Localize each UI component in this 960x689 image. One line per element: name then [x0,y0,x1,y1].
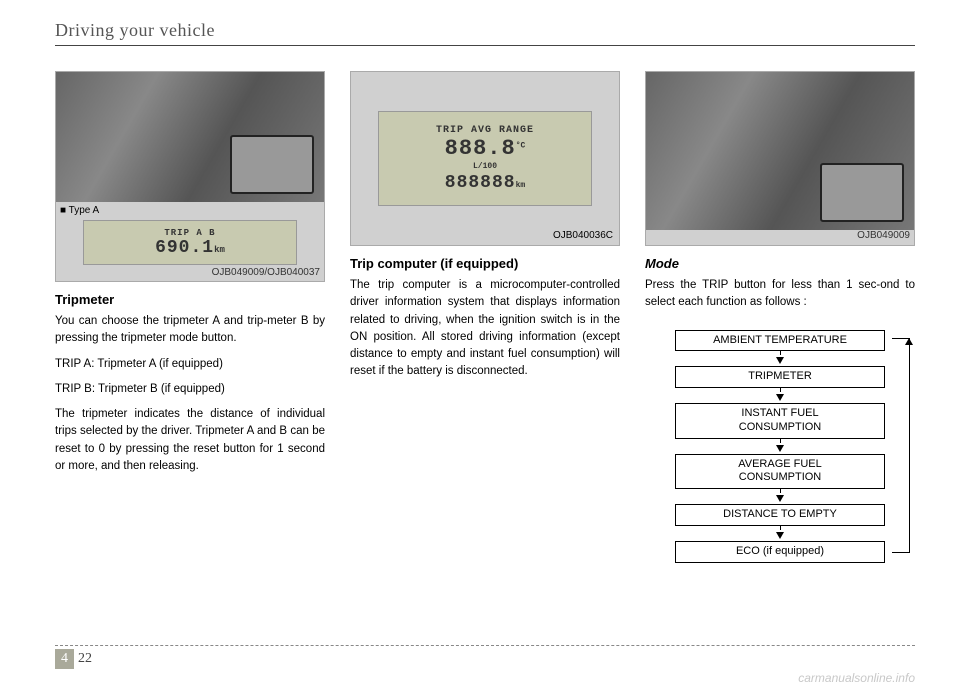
content-columns: ■ Type A TRIP A B 690.1km OJB049009/OJB0… [55,71,915,563]
lcd-row3-value: 888888 [445,173,516,193]
trip-a-label: TRIP A: [55,358,94,370]
lcd-display: TRIP AVG RANGE 888.8°C L/100 888888km [378,111,592,206]
column-3: OJB049009 Mode Press the TRIP button for… [645,71,915,563]
column-1: ■ Type A TRIP A B 690.1km OJB049009/OJB0… [55,71,325,563]
figure-code: OJB040036C [553,230,613,241]
arrow-up-icon [905,338,913,345]
heading-mode: Mode [645,256,915,271]
arrow-down-icon [776,445,784,452]
paragraph: You can choose the tripmeter A and trip-… [55,313,325,348]
arrow-down-icon [776,532,784,539]
figure-type-label: ■ Type A [56,202,324,216]
figure-tripmeter: ■ Type A TRIP A B 690.1km OJB049009/OJB0… [55,71,325,282]
page-title: Driving your vehicle [55,20,915,46]
trip-b-text: Tripmeter B (if equipped) [95,383,225,395]
paragraph: Press the TRIP button for less than 1 se… [645,277,915,312]
flow-box: ECO (if equipped) [675,541,886,563]
figure-photo [646,72,914,230]
paragraph: The tripmeter indicates the distance of … [55,406,325,475]
heading-tripmeter: Tripmeter [55,292,325,307]
page-footer: 4 22 [55,645,915,669]
figure-code: OJB049009/OJB040037 [56,267,324,281]
lcd-row3: 888888km [445,173,525,193]
column-2: TRIP AVG RANGE 888.8°C L/100 888888km OJ… [350,71,620,563]
flow-return-path [898,338,910,553]
arrow-down-icon [776,357,784,364]
lcd-row2-sub: L/100 [473,155,497,173]
page: Driving your vehicle ■ Type A TRIP A B 6… [0,0,960,689]
paragraph: The trip computer is a microcomputer-con… [350,277,620,381]
arrow-down-icon [776,495,784,502]
paragraph: TRIP B: Tripmeter B (if equipped) [55,381,325,398]
lcd-display: TRIP A B 690.1km [83,220,297,265]
lcd-main-row: 690.1km [155,238,225,258]
watermark: carmanualsonline.info [798,671,915,685]
lcd-unit: km [214,245,225,255]
figure-mode: OJB049009 [645,71,915,246]
paragraph: TRIP A: Tripmeter A (if equipped) [55,356,325,373]
lcd-row3-unit: km [516,181,526,190]
flow-box: AVERAGE FUEL CONSUMPTION [675,454,886,490]
lcd-row1: TRIP AVG RANGE [436,125,534,136]
flow-box: AMBIENT TEMPERATURE [675,330,886,352]
mode-flowchart: AMBIENT TEMPERATURE TRIPMETER INSTANT FU… [645,330,915,563]
lcd-row2-unit-top: °C [516,141,526,150]
lcd-value: 690.1 [155,238,214,258]
arrow-down-icon [776,394,784,401]
page-number-value: 22 [76,651,92,667]
flow-box: DISTANCE TO EMPTY [675,504,886,526]
figure-trip-computer: TRIP AVG RANGE 888.8°C L/100 888888km OJ… [350,71,620,246]
lcd-top-row: TRIP A B [164,228,215,238]
flow-box: INSTANT FUEL CONSUMPTION [675,403,886,439]
trip-b-label: TRIP B: [55,383,95,395]
lcd-row2-unit: L/100 [473,162,497,171]
footer-divider [55,645,915,646]
figure-code: OJB049009 [646,230,914,244]
heading-trip-computer: Trip computer (if equipped) [350,256,620,271]
page-number: 4 22 [55,649,915,669]
flow-box: TRIPMETER [675,366,886,388]
figure-photo [56,72,324,202]
chapter-number: 4 [55,649,74,669]
trip-a-text: Tripmeter A (if equipped) [94,358,222,370]
